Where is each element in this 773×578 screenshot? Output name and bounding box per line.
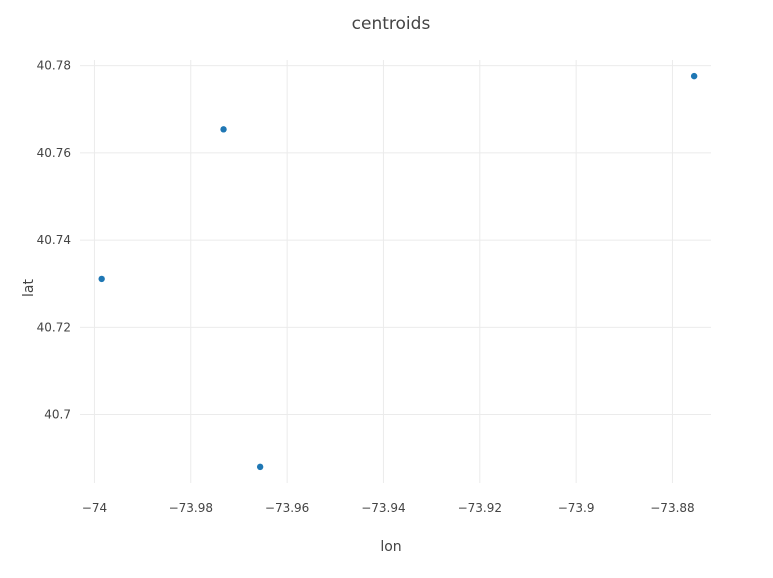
x-axis-ticks: −74 −73.98 −73.96 −73.94 −73.92 −73.9 −73.88 xyxy=(82,501,695,515)
data-point[interactable] xyxy=(98,275,105,283)
x-tick-label: −73.98 xyxy=(169,501,213,515)
x-tick-label: −73.9 xyxy=(558,501,595,515)
x-tick-label: −73.88 xyxy=(650,501,694,515)
chart-title: centroids xyxy=(352,14,431,34)
y-axis-title: lat xyxy=(21,279,37,297)
data-point[interactable] xyxy=(220,126,227,133)
x-axis-title: lon xyxy=(380,539,401,555)
y-axis-ticks: 40.7 40.72 40.74 40.76 40.78 xyxy=(37,59,71,422)
grid xyxy=(80,60,711,483)
data-points xyxy=(98,72,698,471)
x-tick-label: −73.92 xyxy=(458,501,502,515)
y-tick-label: 40.76 xyxy=(37,146,71,160)
y-tick-label: 40.72 xyxy=(37,320,71,334)
y-tick-label: 40.78 xyxy=(37,59,71,73)
data-point[interactable] xyxy=(256,463,264,471)
data-point[interactable] xyxy=(690,72,698,80)
y-tick-label: 40.7 xyxy=(44,408,71,422)
x-tick-label: −73.96 xyxy=(265,501,309,515)
x-tick-label: −73.94 xyxy=(361,501,405,515)
x-tick-label: −74 xyxy=(82,501,107,515)
y-tick-label: 40.74 xyxy=(37,233,71,247)
